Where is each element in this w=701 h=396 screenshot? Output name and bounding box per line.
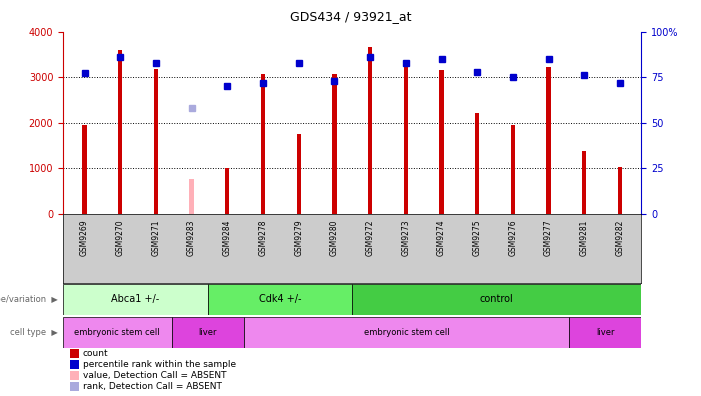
Bar xyxy=(582,151,587,214)
Bar xyxy=(207,284,353,315)
Bar xyxy=(511,125,515,214)
Bar xyxy=(172,317,244,348)
Bar xyxy=(618,168,622,214)
Bar xyxy=(118,50,123,214)
Bar xyxy=(189,179,193,214)
Text: GSM9278: GSM9278 xyxy=(259,219,268,256)
Text: GSM9274: GSM9274 xyxy=(437,219,446,256)
Text: count: count xyxy=(83,349,109,358)
Text: GSM9281: GSM9281 xyxy=(580,219,589,256)
Text: GSM9275: GSM9275 xyxy=(472,219,482,256)
Text: GSM9270: GSM9270 xyxy=(116,219,125,256)
Text: value, Detection Call = ABSENT: value, Detection Call = ABSENT xyxy=(83,371,226,380)
Bar xyxy=(83,125,87,214)
Text: GSM9279: GSM9279 xyxy=(294,219,304,256)
Bar xyxy=(440,70,444,214)
Text: genotype/variation  ▶: genotype/variation ▶ xyxy=(0,295,58,304)
Text: GSM9271: GSM9271 xyxy=(151,219,161,256)
Bar xyxy=(244,317,569,348)
Bar xyxy=(154,69,158,214)
Text: GSM9269: GSM9269 xyxy=(80,219,89,256)
Bar xyxy=(261,74,265,214)
Bar xyxy=(332,74,336,214)
Text: Abca1 +/-: Abca1 +/- xyxy=(111,294,160,305)
Bar xyxy=(547,67,551,214)
Text: control: control xyxy=(480,294,514,305)
Bar xyxy=(63,284,207,315)
Text: rank, Detection Call = ABSENT: rank, Detection Call = ABSENT xyxy=(83,382,222,391)
Text: GSM9280: GSM9280 xyxy=(330,219,339,256)
Text: Cdk4 +/-: Cdk4 +/- xyxy=(259,294,301,305)
Text: cell type  ▶: cell type ▶ xyxy=(11,328,58,337)
Bar xyxy=(353,284,641,315)
Text: GSM9273: GSM9273 xyxy=(401,219,410,256)
Bar xyxy=(475,113,479,214)
Text: liver: liver xyxy=(596,328,615,337)
Text: embryonic stem cell: embryonic stem cell xyxy=(74,328,160,337)
Text: GDS434 / 93921_at: GDS434 / 93921_at xyxy=(290,10,411,23)
Bar xyxy=(404,63,408,214)
Bar xyxy=(63,317,172,348)
Text: percentile rank within the sample: percentile rank within the sample xyxy=(83,360,236,369)
Text: embryonic stem cell: embryonic stem cell xyxy=(364,328,449,337)
Text: GSM9284: GSM9284 xyxy=(223,219,232,256)
Bar xyxy=(297,134,301,214)
Text: GSM9282: GSM9282 xyxy=(615,219,625,256)
Text: liver: liver xyxy=(198,328,217,337)
Text: GSM9277: GSM9277 xyxy=(544,219,553,256)
Bar xyxy=(368,47,372,214)
Bar xyxy=(569,317,641,348)
Text: GSM9276: GSM9276 xyxy=(508,219,517,256)
Text: GSM9283: GSM9283 xyxy=(187,219,196,256)
Text: GSM9272: GSM9272 xyxy=(366,219,374,256)
Bar xyxy=(225,168,229,214)
